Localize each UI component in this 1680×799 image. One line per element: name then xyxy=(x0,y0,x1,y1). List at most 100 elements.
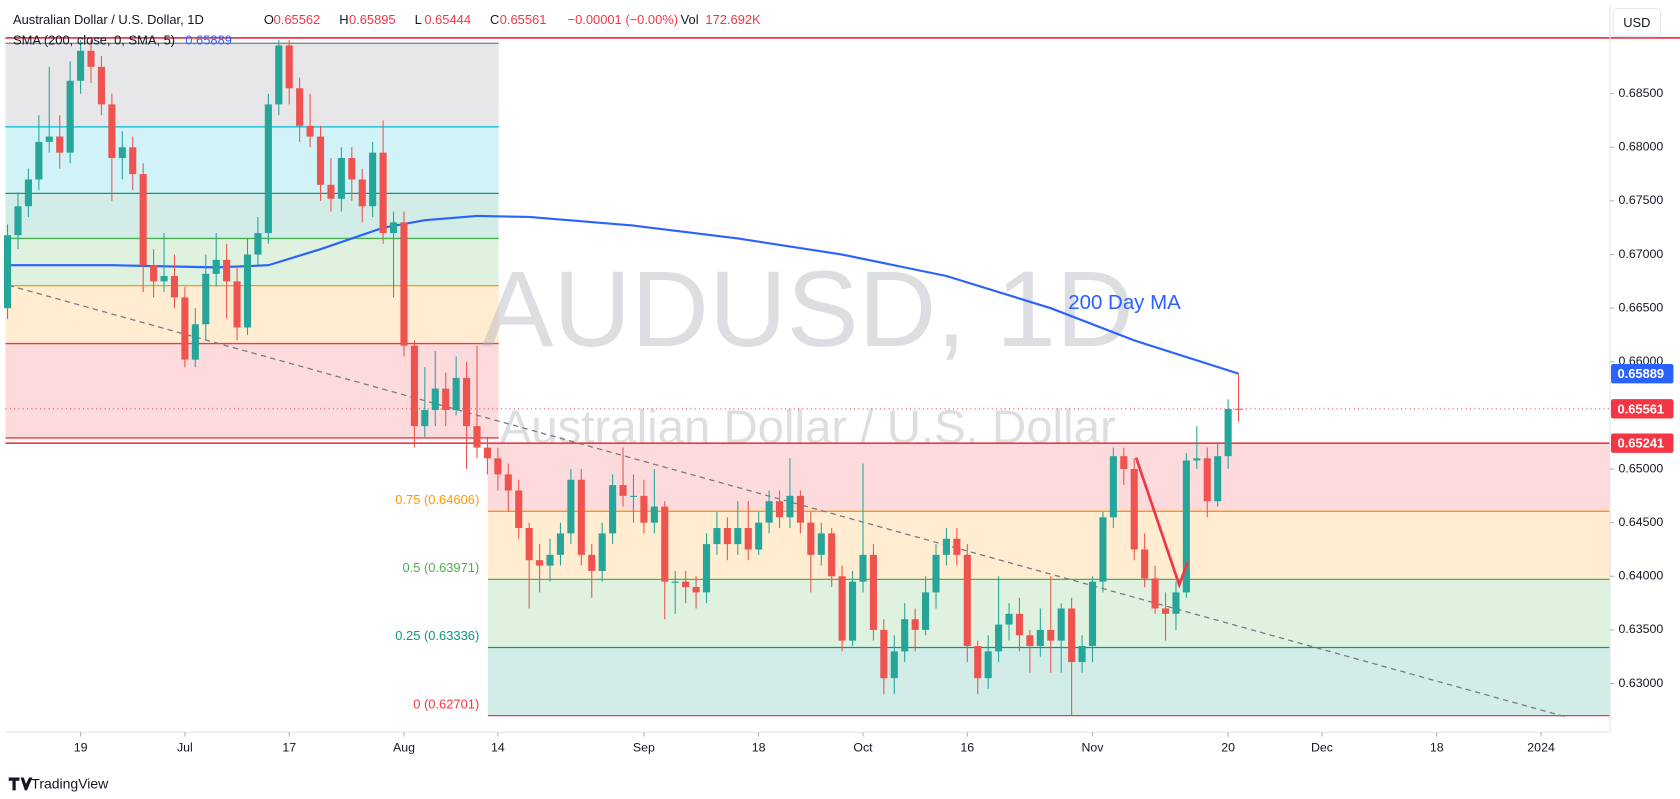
fib-band xyxy=(5,285,499,344)
candle-body xyxy=(181,297,189,360)
price-badge xyxy=(1611,399,1674,419)
candle-body xyxy=(316,136,325,185)
candle-body xyxy=(1109,456,1117,518)
y-tick-label: 0.63000 xyxy=(1619,676,1664,690)
candle-body xyxy=(682,581,690,588)
candle-body xyxy=(1214,456,1222,502)
watermark-subtitle: Australian Dollar / U.S. Dollar xyxy=(500,401,1116,454)
x-tick-label: 19 xyxy=(74,741,88,755)
volume-label: Vol xyxy=(681,12,699,27)
candle-body xyxy=(556,533,565,555)
candle-body xyxy=(421,410,429,427)
y-tick-label: 0.67000 xyxy=(1619,247,1664,261)
change: −0.00001 (−0.00%) xyxy=(568,12,679,27)
currency-box[interactable] xyxy=(1612,8,1662,38)
candle-body xyxy=(139,174,147,266)
candle-body xyxy=(1182,460,1190,593)
candle-body xyxy=(755,522,763,550)
candle-body xyxy=(243,254,252,328)
fib-label: 0 (0.62701) xyxy=(413,696,479,711)
candle-body xyxy=(859,554,867,582)
x-tick-label: 17 xyxy=(282,741,296,755)
candle-body xyxy=(1026,635,1034,647)
ohlc-value: 0.65561 xyxy=(500,12,547,27)
fib-label: 0.5 (0.63971) xyxy=(402,560,479,575)
candle-body xyxy=(1141,549,1149,579)
candle-body xyxy=(358,179,366,207)
fib-band xyxy=(487,511,1610,580)
brand-logo xyxy=(8,777,33,791)
brand-name: TradingView xyxy=(31,776,109,792)
ohlc-label: L xyxy=(415,12,422,27)
x-tick-label: Nov xyxy=(1081,741,1104,755)
candle-body xyxy=(348,158,356,180)
candle-body xyxy=(974,646,982,679)
candle-body xyxy=(1047,629,1055,641)
x-tick-label: Aug xyxy=(393,741,415,755)
candle-body xyxy=(1120,456,1128,470)
candle-body xyxy=(35,141,43,180)
x-tick-label: 20 xyxy=(1221,741,1235,755)
candle-body xyxy=(1234,408,1243,410)
candle-body xyxy=(275,45,283,105)
candle-body xyxy=(118,147,126,159)
candle-body xyxy=(796,495,804,523)
x-tick-label: Sep xyxy=(633,741,655,755)
x-tick-label: Jul xyxy=(177,741,193,755)
price-badge-label: 0.65241 xyxy=(1617,436,1664,451)
candle-body xyxy=(1193,458,1201,461)
candle-body xyxy=(953,538,961,555)
candle-body xyxy=(577,479,585,555)
candle-body xyxy=(984,651,992,679)
candle-body xyxy=(97,66,105,105)
x-tick-label: 18 xyxy=(752,741,766,755)
moving-average xyxy=(7,214,1239,375)
candle-body xyxy=(337,158,345,199)
fib-label: 0.75 (0.64606) xyxy=(395,492,479,507)
candle-body xyxy=(463,377,471,427)
candle-body xyxy=(1130,469,1138,550)
indicator-value: 0.65889 xyxy=(185,32,232,47)
candle-body xyxy=(817,533,825,555)
annotation: 200 Day MA xyxy=(1068,291,1181,314)
candle-body xyxy=(66,80,74,153)
candle-body xyxy=(619,485,627,496)
plot-layer: 200 Day MA xyxy=(3,37,1680,716)
currency: USD xyxy=(1623,15,1650,30)
candle-body xyxy=(588,554,596,571)
price-badge xyxy=(1611,433,1674,453)
y-tick-label: 0.64500 xyxy=(1619,515,1664,529)
candle-body xyxy=(775,501,784,518)
candle-body xyxy=(369,152,377,207)
candle-body xyxy=(765,501,773,523)
y-tick-label: 0.65000 xyxy=(1619,461,1664,475)
candle-body xyxy=(1172,592,1180,614)
x-tick-label: 14 xyxy=(491,741,505,755)
x-tick-label: 2024 xyxy=(1527,741,1555,755)
symbol: Australian Dollar / U.S. Dollar, 1D xyxy=(13,12,204,27)
candle-body xyxy=(379,152,387,234)
candle-body xyxy=(504,474,512,491)
candle-body xyxy=(692,587,700,593)
candle-body xyxy=(901,619,909,652)
candle-body xyxy=(285,45,293,89)
ohlc-label: H xyxy=(339,12,348,27)
candle-body xyxy=(807,522,815,555)
candle-body xyxy=(838,576,846,641)
candle-body xyxy=(1088,581,1097,647)
ohlc-label: O xyxy=(264,12,274,27)
fib-band xyxy=(487,647,1610,716)
candle-body xyxy=(828,533,836,577)
candle-body xyxy=(473,426,481,448)
candle-body xyxy=(536,560,544,566)
brand: TradingView xyxy=(8,776,109,792)
fib-band xyxy=(5,126,499,194)
candle-body xyxy=(598,533,606,571)
candle-body xyxy=(1203,458,1211,502)
candle-body xyxy=(296,88,304,126)
candle-body xyxy=(723,528,731,545)
candle-body xyxy=(108,104,116,159)
candle-body xyxy=(942,538,950,555)
candle-body xyxy=(880,629,888,679)
x-tick-label: 18 xyxy=(1430,741,1444,755)
